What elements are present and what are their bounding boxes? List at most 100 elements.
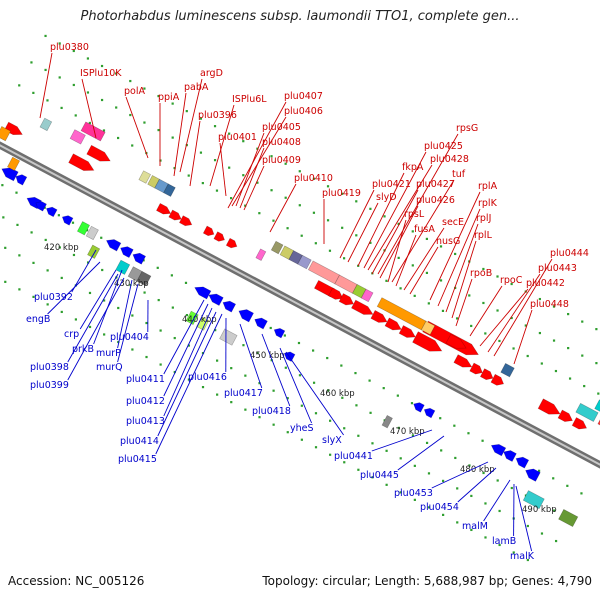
forward-gene-label[interactable]: plu0448: [530, 299, 569, 310]
forward-feature[interactable]: [575, 402, 599, 422]
reverse-gene-label[interactable]: plu0412: [126, 396, 165, 407]
reverse-feature[interactable]: [136, 270, 152, 287]
forward-gene-label[interactable]: nusG: [436, 236, 460, 247]
reverse-gene-label[interactable]: plu0445: [360, 470, 399, 481]
reverse-gene[interactable]: [502, 448, 517, 462]
forward-gene-label[interactable]: plu0408: [262, 137, 301, 148]
reverse-gene[interactable]: [412, 400, 425, 413]
forward-gene[interactable]: [202, 225, 216, 238]
forward-gene[interactable]: [490, 373, 506, 388]
forward-gene[interactable]: [398, 325, 417, 340]
forward-gene[interactable]: [384, 317, 403, 333]
reverse-feature[interactable]: [87, 244, 101, 259]
reverse-gene-label[interactable]: crp: [64, 329, 79, 340]
forward-gene-label[interactable]: argD: [200, 68, 223, 79]
forward-gene[interactable]: [557, 409, 575, 425]
forward-gene[interactable]: [445, 333, 468, 352]
forward-gene-label[interactable]: rpoC: [500, 275, 523, 286]
forward-gene-label[interactable]: plu0406: [284, 106, 323, 117]
forward-gene-label[interactable]: ISPlu6L: [232, 94, 267, 105]
forward-gene[interactable]: [571, 417, 589, 433]
reverse-gene[interactable]: [118, 244, 134, 259]
forward-gene-label[interactable]: plu0401: [218, 132, 257, 143]
forward-gene[interactable]: [156, 202, 172, 217]
forward-gene[interactable]: [338, 293, 356, 308]
forward-gene[interactable]: [453, 354, 474, 371]
forward-gene-label[interactable]: plu0409: [262, 155, 301, 166]
reverse-gene-label[interactable]: lamB: [492, 536, 516, 547]
forward-gene[interactable]: [168, 209, 183, 223]
forward-feature[interactable]: [138, 170, 152, 184]
forward-feature[interactable]: [307, 260, 340, 285]
forward-gene-label[interactable]: plu0421: [372, 179, 411, 190]
forward-feature[interactable]: [154, 178, 169, 194]
reverse-gene[interactable]: [272, 326, 286, 339]
reverse-gene-label[interactable]: malK: [510, 551, 535, 562]
reverse-feature[interactable]: [381, 414, 393, 429]
forward-feature[interactable]: [500, 362, 515, 378]
reverse-gene-label[interactable]: prkB: [72, 344, 94, 355]
forward-feature[interactable]: [255, 248, 267, 261]
forward-feature[interactable]: [163, 183, 176, 197]
forward-gene-label[interactable]: rplK: [478, 198, 498, 209]
forward-gene[interactable]: [328, 287, 345, 303]
forward-gene[interactable]: [86, 144, 113, 165]
forward-gene[interactable]: [225, 237, 239, 250]
reverse-feature[interactable]: [115, 259, 131, 275]
forward-gene-label[interactable]: plu0405: [262, 122, 301, 133]
forward-feature[interactable]: [360, 288, 374, 303]
reverse-gene-label[interactable]: plu0392: [34, 292, 73, 303]
forward-gene-label[interactable]: pabA: [184, 82, 209, 93]
forward-feature[interactable]: [352, 284, 367, 299]
reverse-gene-label[interactable]: plu0453: [394, 488, 433, 499]
forward-gene-label[interactable]: rpsL: [404, 209, 425, 220]
reverse-gene[interactable]: [523, 466, 541, 482]
reverse-gene-label[interactable]: plu0418: [252, 406, 291, 417]
reverse-gene-label[interactable]: plu0417: [224, 388, 263, 399]
reverse-gene-label[interactable]: plu0441: [334, 451, 373, 462]
reverse-gene-label[interactable]: murQ: [96, 362, 123, 373]
reverse-feature[interactable]: [0, 126, 11, 142]
forward-gene[interactable]: [213, 231, 227, 244]
reverse-gene[interactable]: [221, 299, 237, 313]
reverse-gene-label[interactable]: plu0413: [126, 416, 165, 427]
forward-feature[interactable]: [270, 240, 284, 255]
forward-gene-label[interactable]: rpsG: [456, 123, 478, 134]
reverse-feature[interactable]: [522, 490, 545, 510]
reverse-gene-label[interactable]: slyX: [322, 435, 342, 446]
forward-gene[interactable]: [469, 362, 485, 377]
forward-gene-label[interactable]: plu0443: [538, 263, 577, 274]
forward-gene-label[interactable]: ppiA: [158, 92, 180, 103]
forward-gene-label[interactable]: polA: [124, 86, 145, 97]
forward-gene-label[interactable]: fusA: [414, 224, 435, 235]
reverse-gene[interactable]: [514, 455, 530, 469]
reverse-gene-label[interactable]: plu0398: [30, 362, 69, 373]
forward-gene[interactable]: [351, 299, 375, 318]
forward-gene-label[interactable]: tuf: [452, 169, 466, 180]
forward-gene[interactable]: [370, 310, 389, 325]
forward-feature[interactable]: [39, 117, 53, 132]
reverse-gene[interactable]: [253, 315, 268, 330]
reverse-gene[interactable]: [131, 251, 147, 265]
reverse-gene-label[interactable]: plu0404: [110, 332, 149, 343]
forward-gene-label[interactable]: plu0426: [416, 195, 455, 206]
reverse-gene[interactable]: [489, 441, 507, 457]
reverse-feature[interactable]: [85, 225, 99, 241]
forward-gene-label[interactable]: ISPlu10K: [80, 68, 122, 79]
reverse-gene[interactable]: [193, 284, 212, 300]
reverse-gene[interactable]: [45, 205, 58, 218]
reverse-gene-label[interactable]: plu0454: [420, 502, 459, 513]
forward-feature[interactable]: [297, 254, 312, 270]
reverse-gene[interactable]: [207, 291, 224, 306]
reverse-gene[interactable]: [14, 172, 28, 186]
forward-gene-label[interactable]: rpoB: [470, 268, 492, 279]
forward-gene-label[interactable]: slyD: [376, 192, 397, 203]
forward-gene-label[interactable]: plu0407: [284, 91, 323, 102]
reverse-feature[interactable]: [558, 508, 579, 528]
forward-gene-label[interactable]: plu0419: [322, 188, 361, 199]
reverse-gene-label[interactable]: yheS: [290, 423, 314, 434]
forward-gene-label[interactable]: plu0380: [50, 42, 89, 53]
forward-gene-label[interactable]: secE: [442, 217, 464, 228]
forward-gene-label[interactable]: plu0444: [550, 248, 589, 259]
